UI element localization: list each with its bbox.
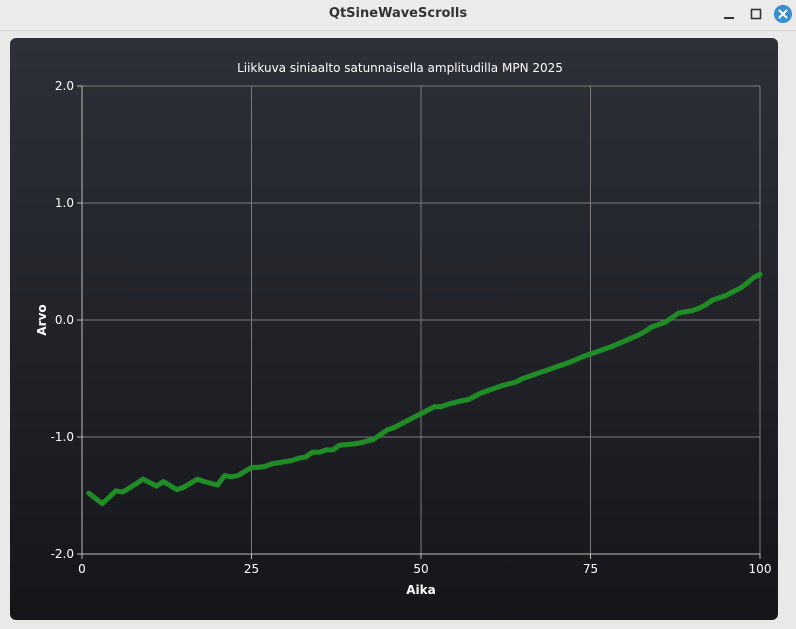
y-tick-label: 1.0 — [55, 196, 74, 210]
series-layer — [86, 271, 763, 507]
minimize-icon[interactable] — [720, 5, 738, 23]
chart-title: Liikkuva siniaalto satunnaisella amplitu… — [237, 61, 563, 75]
x-axis-label: Aika — [406, 583, 435, 597]
y-tick-label: 2.0 — [55, 79, 74, 93]
grid-lines — [81, 85, 761, 555]
x-tick-label: 25 — [244, 562, 259, 576]
window-titlebar[interactable]: QtSineWaveScrolls — [0, 0, 796, 31]
chart-panel: Liikkuva siniaalto satunnaisella amplitu… — [10, 38, 778, 620]
x-tick-label: 50 — [413, 562, 428, 576]
x-tick-label: 0 — [78, 562, 86, 576]
axes — [77, 85, 761, 559]
chart-svg: Liikkuva siniaalto satunnaisella amplitu… — [35, 61, 772, 597]
x-tick-label: 100 — [749, 562, 772, 576]
maximize-icon[interactable] — [747, 5, 765, 23]
close-icon[interactable] — [774, 5, 792, 23]
x-tick-label: 75 — [583, 562, 598, 576]
y-tick-label: -1.0 — [51, 430, 74, 444]
series-line — [86, 271, 763, 507]
window-title: QtSineWaveScrolls — [328, 6, 468, 21]
tick-labels: 0 25 50 75 100 -2.0 -1.0 0.0 1.0 2.0 — [51, 79, 772, 576]
y-tick-label: -2.0 — [51, 547, 74, 561]
y-tick-label: 0.0 — [55, 313, 74, 327]
y-axis-label: Arvo — [35, 304, 49, 335]
